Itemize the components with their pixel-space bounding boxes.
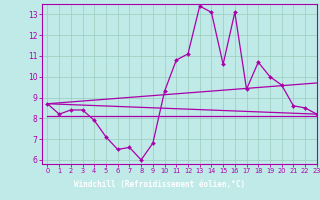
- Text: Windchill (Refroidissement éolien,°C): Windchill (Refroidissement éolien,°C): [75, 180, 245, 189]
